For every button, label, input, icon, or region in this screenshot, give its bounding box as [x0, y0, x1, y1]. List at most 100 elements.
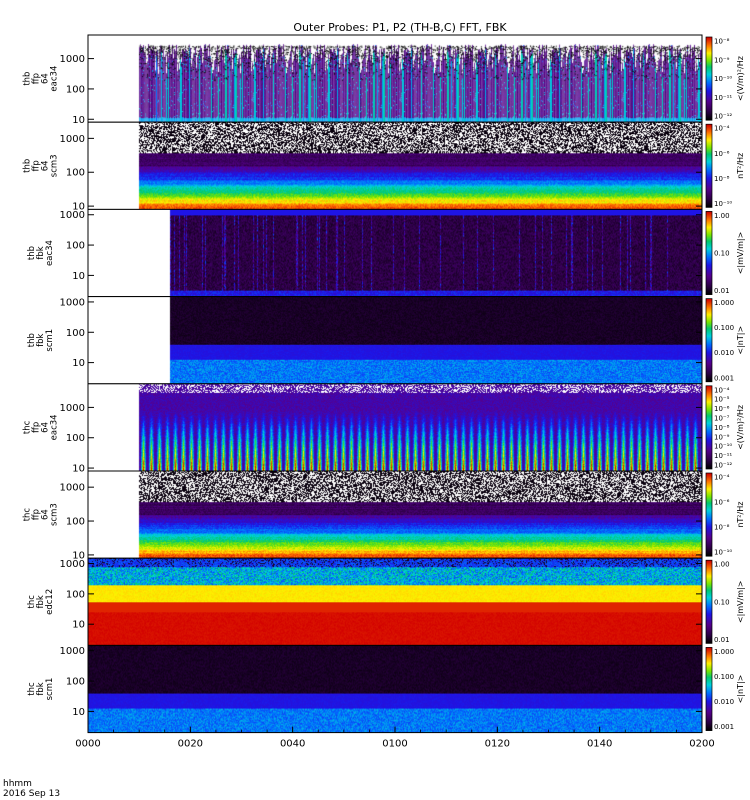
- colorbar-tick-label: 10⁻¹²: [714, 462, 732, 470]
- y-tick-label: 10: [72, 620, 85, 631]
- colorbar-tick-label: 10⁻⁴: [714, 125, 730, 133]
- colorbar-tick-label: 10⁻⁸: [714, 38, 730, 46]
- panel-label-line: thc: [27, 595, 37, 609]
- colorbar-tick-label: 10⁻⁵: [714, 396, 730, 404]
- colorbar-label: nT²/Hz: [736, 153, 745, 179]
- spectrogram-panel-thb-fbk-scm1: 10 100 1000 thb fbk scm1 1.000 0.100 0.010 0.001 <…: [27, 296, 745, 385]
- colorbar-tick-label: 0.001: [714, 374, 734, 382]
- y-tick-label: 10: [72, 202, 85, 213]
- panel-label: thc ffp 64 eac34: [23, 414, 60, 440]
- colorbar-tick-label: 10⁻¹¹: [714, 94, 732, 102]
- panel-label-line: fbk: [36, 595, 46, 608]
- panel-label-line: thb: [23, 159, 33, 173]
- panel-label-line: thc: [23, 420, 33, 434]
- colorbar-frame: [705, 36, 713, 121]
- y-tick-label: 1000: [60, 559, 85, 570]
- y-tick-label: 100: [66, 433, 85, 444]
- colorbar-tick-label: 10⁻¹⁰: [714, 75, 732, 83]
- y-tick-label: 1000: [60, 646, 85, 657]
- colorbar-tick-label: 1.000: [714, 299, 734, 307]
- colorbar: [706, 385, 712, 469]
- time-axis-units: hhmm: [3, 779, 32, 789]
- colorbar-label: nT²/Hz: [736, 502, 745, 528]
- y-tick-label: 100: [66, 84, 85, 95]
- colorbar-tick-label: 10⁻¹²: [714, 113, 732, 121]
- panel-label-line: edc12: [45, 589, 55, 615]
- colorbar-frame: [705, 559, 713, 644]
- panel-label-line: fbk: [36, 246, 46, 259]
- time-axis: 0000 0020 0040 0100 0120 0140 0200: [75, 726, 715, 750]
- colorbar-tick-label: 0.10: [714, 250, 730, 258]
- colorbar: [706, 37, 712, 121]
- colorbar-tick-label: 10⁻¹⁰: [714, 549, 732, 557]
- panel-label-line: thc: [27, 682, 37, 696]
- panel-label-line: 64: [41, 73, 51, 84]
- colorbar-tick-label: 10⁻⁸: [714, 175, 730, 183]
- panel-label-line: scm3: [50, 503, 60, 526]
- x-tick-label: 0200: [689, 739, 714, 750]
- spectrogram-image: [88, 471, 702, 559]
- panel-label-line: scm1: [45, 678, 55, 701]
- y-tick-label: 100: [66, 589, 85, 600]
- y-tick-label: 1000: [60, 403, 85, 414]
- panel-label: thb ffp 64 eac34: [23, 66, 60, 92]
- colorbar-tick-label: 0.010: [714, 698, 734, 706]
- panel-label: thc fbk scm1: [27, 678, 55, 701]
- colorbar-frame: [705, 647, 713, 731]
- y-tick-label: 1000: [60, 483, 85, 494]
- spectrogram-image: [88, 383, 702, 471]
- panel-label-line: ffp: [32, 160, 42, 171]
- colorbar-frame: [705, 472, 713, 557]
- x-tick-label: 0000: [75, 739, 100, 750]
- panel-label-line: ffp: [32, 422, 42, 433]
- colorbar-tick-label: 10⁻⁴: [714, 386, 730, 394]
- colorbar-tick-label: 0.010: [714, 349, 734, 357]
- colorbar-tick-label: 0.01: [714, 287, 730, 295]
- x-tick-label: 0140: [587, 739, 612, 750]
- panel-label-line: ffp: [32, 73, 42, 84]
- panel-label-line: 64: [41, 509, 51, 520]
- colorbar-tick-label: 10⁻¹⁰: [714, 443, 732, 451]
- y-tick-label: 10: [72, 271, 85, 282]
- colorbar: [706, 473, 712, 557]
- panel-label-line: fbk: [36, 333, 46, 346]
- y-tick-label: 100: [66, 517, 85, 528]
- y-tick-label: 100: [66, 677, 85, 688]
- panel-label-line: thb: [27, 246, 37, 260]
- colorbar-tick-label: 0.100: [714, 324, 734, 332]
- panel-label-line: fbk: [36, 682, 46, 695]
- panel-label-line: eac34: [50, 66, 60, 92]
- colorbar-frame: [705, 123, 713, 208]
- colorbar: [706, 298, 712, 382]
- colorbar-label: <|mV/m|>: [736, 232, 745, 275]
- colorbar-tick-label: 0.01: [714, 636, 730, 644]
- panel-label: thb fbk eac34: [27, 240, 55, 266]
- panel-label: thb ffp 64 scm3: [23, 154, 60, 177]
- panel-label-line: scm1: [45, 329, 55, 352]
- panel-label-line: 64: [41, 422, 51, 433]
- colorbar: [706, 211, 712, 295]
- spectrogram-panel-thb-fbk-eac34: 10 100 1000 thb fbk eac34 1.00 0.10 0.01 <|mV/m|>: [27, 208, 745, 298]
- colorbar-tick-label: 10⁻⁶: [714, 150, 730, 158]
- y-tick-label: 100: [66, 328, 85, 339]
- colorbar-frame: [705, 385, 713, 470]
- y-tick-label: 10: [72, 550, 85, 561]
- x-tick-label: 0120: [485, 739, 510, 750]
- panel-label-line: eac34: [50, 414, 60, 440]
- colorbar-tick-label: 0.001: [714, 723, 734, 731]
- y-tick-label: 1000: [60, 54, 85, 65]
- panel-label-line: ffp: [32, 509, 42, 520]
- colorbar-label: <(V/m)²/Hz: [736, 405, 745, 450]
- spectrogram-image: [88, 122, 702, 210]
- y-tick-label: 1000: [60, 210, 85, 221]
- panel-frame: [87, 644, 703, 734]
- time-axis-date: 2016 Sep 13: [3, 789, 60, 799]
- spectrogram-image: [88, 558, 702, 646]
- y-tick-label: 100: [66, 168, 85, 179]
- colorbar: [706, 124, 712, 208]
- colorbar-tick-label: 10⁻⁹: [714, 56, 730, 64]
